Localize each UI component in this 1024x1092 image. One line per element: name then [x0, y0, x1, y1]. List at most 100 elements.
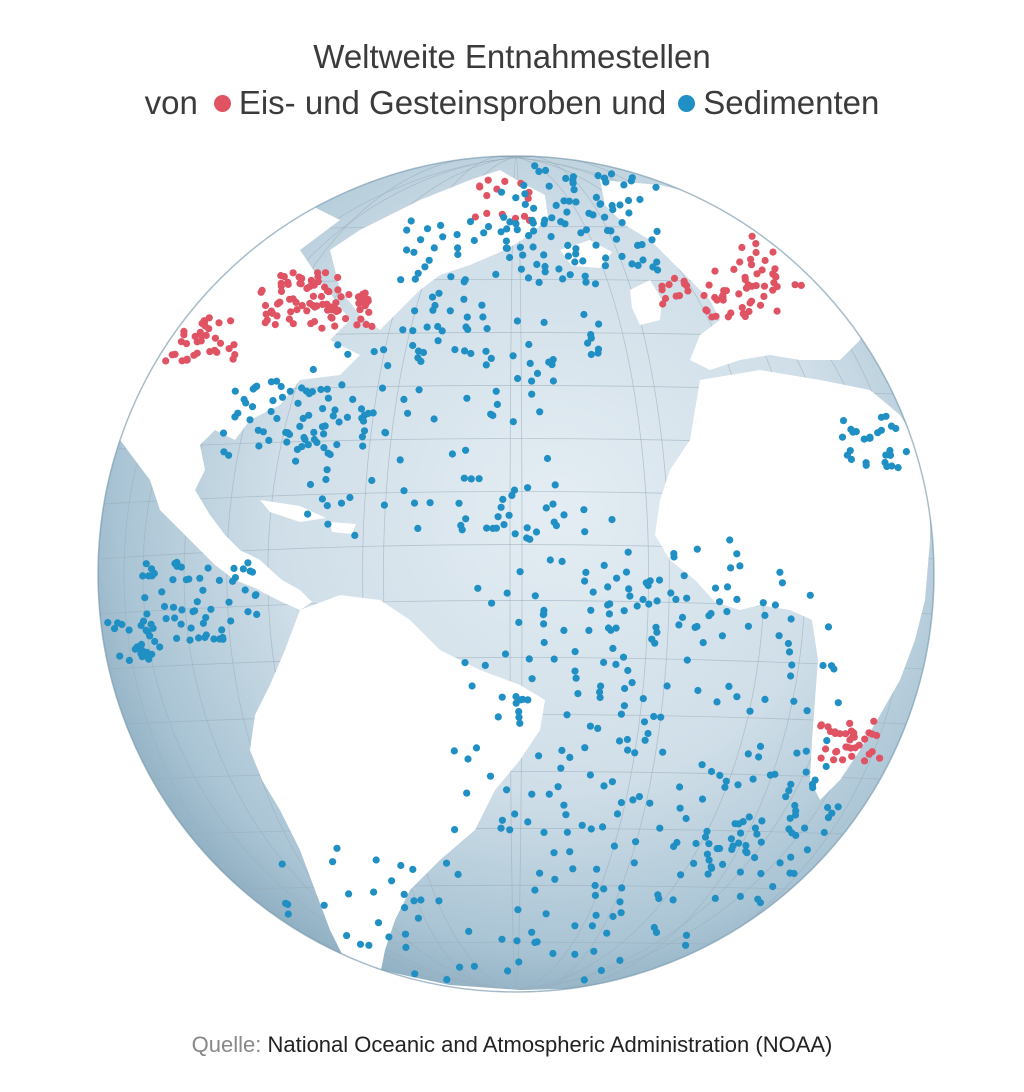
sediment-sample-dot — [435, 897, 443, 905]
ice-rock-sample-dot — [293, 306, 301, 314]
sediment-sample-dot — [407, 217, 415, 225]
sediment-sample-dot — [828, 809, 836, 817]
ice-rock-sample-dot — [822, 745, 830, 753]
sediment-sample-dot — [591, 280, 600, 288]
ice-rock-sample-dot — [738, 243, 746, 252]
globe-svg — [97, 155, 935, 993]
sediment-sample-dot — [557, 764, 565, 772]
sediment-sample-dot — [558, 557, 566, 565]
sediment-sample-dot — [530, 204, 538, 212]
sediment-sample-dot — [525, 655, 533, 663]
ice-rock-sample-dot — [193, 349, 201, 357]
sediment-sample-dot — [726, 536, 734, 544]
sediment-sample-dot — [446, 307, 454, 315]
sediment-sample-dot — [676, 804, 684, 812]
sediment-sample-dot — [310, 435, 318, 444]
sediment-sample-dot — [790, 869, 798, 878]
ice-rock-sample-dot — [357, 315, 365, 323]
sediment-sample-dot — [461, 347, 469, 355]
ice-rock-sample-dot — [332, 299, 340, 307]
sediment-sample-dot — [771, 601, 780, 609]
sediment-sample-dot — [560, 197, 568, 205]
sediment-sample-dot — [824, 803, 832, 812]
sediment-sample-dot — [487, 354, 495, 362]
sediment-sample-dot — [596, 688, 604, 696]
sample-dots — [104, 162, 911, 984]
sediment-sample-dot — [787, 780, 795, 788]
ice-rock-sample-dot — [342, 315, 350, 323]
sediment-sample-dot — [618, 219, 626, 227]
sediment-sample-dot — [324, 394, 332, 402]
sediment-sample-dot — [645, 600, 653, 608]
sediment-sample-dot — [294, 399, 302, 407]
sediment-sample-dot — [749, 775, 757, 783]
sediment-sample-dot — [613, 810, 622, 818]
sediment-sample-dot — [734, 781, 742, 789]
sediment-sample-dot — [447, 273, 455, 281]
sediment-sample-dot — [535, 167, 543, 176]
sediment-sample-dot — [776, 568, 784, 576]
sediment-sample-dot — [892, 424, 900, 433]
sediment-sample-dot — [650, 712, 658, 721]
sediment-sample-dot — [677, 871, 685, 879]
sediment-sample-dot — [231, 387, 239, 395]
sediment-sample-dot — [572, 674, 580, 682]
sediment-sample-dot — [704, 870, 712, 878]
sediment-sample-dot — [508, 491, 516, 499]
sediment-sample-dot — [185, 575, 193, 583]
sediment-sample-dot — [249, 385, 257, 393]
sediment-sample-dot — [409, 341, 417, 350]
sediment-sample-dot — [784, 639, 793, 648]
sediment-sample-dot — [454, 244, 462, 252]
sediment-sample-dot — [635, 793, 644, 801]
source-text: National Oceanic and Atmospheric Adminis… — [267, 1032, 833, 1057]
ice-rock-sample-dot — [670, 274, 679, 282]
ice-rock-sample-dot — [511, 214, 520, 222]
ice-rock-sample-dot — [830, 756, 838, 764]
sediment-sample-dot — [678, 613, 687, 621]
sediment-sample-dot — [690, 859, 698, 868]
sediment-sample-dot — [675, 621, 683, 629]
sediment-sample-dot — [229, 577, 237, 585]
sediment-sample-dot — [317, 385, 325, 394]
sediment-sample-dot — [488, 599, 496, 607]
sediment-sample-dot — [470, 962, 478, 970]
sediment-sample-dot — [497, 188, 506, 196]
ice-rock-sample-dot — [356, 306, 364, 314]
sediment-sample-dot — [860, 435, 868, 443]
sediment-sample-dot — [278, 393, 287, 401]
sediment-sample-dot — [267, 407, 275, 416]
ice-rock-sample-dot — [280, 273, 288, 281]
sediment-sample-dot — [343, 932, 351, 940]
sediment-sample-dot — [744, 622, 753, 630]
sediment-sample-dot — [736, 892, 745, 901]
sediment-sample-dot — [329, 858, 337, 866]
ice-rock-sample-dot — [273, 300, 282, 308]
ice-rock-sample-dot — [842, 730, 850, 738]
sediment-sample-dot — [592, 911, 600, 919]
blue-dot-icon — [678, 94, 696, 112]
sediment-sample-dot — [423, 323, 431, 331]
sediment-sample-dot — [349, 395, 357, 403]
sediment-sample-dot — [516, 719, 524, 727]
sediment-sample-dot — [641, 736, 649, 744]
sediment-sample-dot — [514, 906, 522, 914]
sediment-sample-dot — [215, 576, 223, 584]
sediment-sample-dot — [524, 484, 532, 492]
sediment-sample-dot — [479, 313, 487, 321]
landmass-south-america — [250, 595, 545, 980]
sediment-sample-dot — [533, 260, 541, 268]
sediment-sample-dot — [246, 416, 254, 424]
sediment-sample-dot — [626, 592, 634, 600]
sediment-sample-dot — [277, 382, 285, 391]
sediment-sample-dot — [511, 810, 519, 818]
sediment-sample-dot — [617, 799, 626, 807]
sediment-sample-dot — [248, 403, 257, 411]
sediment-sample-dot — [608, 778, 617, 786]
sediment-sample-dot — [506, 253, 514, 262]
sediment-sample-dot — [525, 232, 533, 240]
sediment-sample-dot — [319, 405, 327, 413]
sediment-sample-dot — [541, 166, 550, 174]
ice-rock-sample-dot — [860, 757, 869, 765]
sediment-sample-dot — [466, 218, 475, 226]
